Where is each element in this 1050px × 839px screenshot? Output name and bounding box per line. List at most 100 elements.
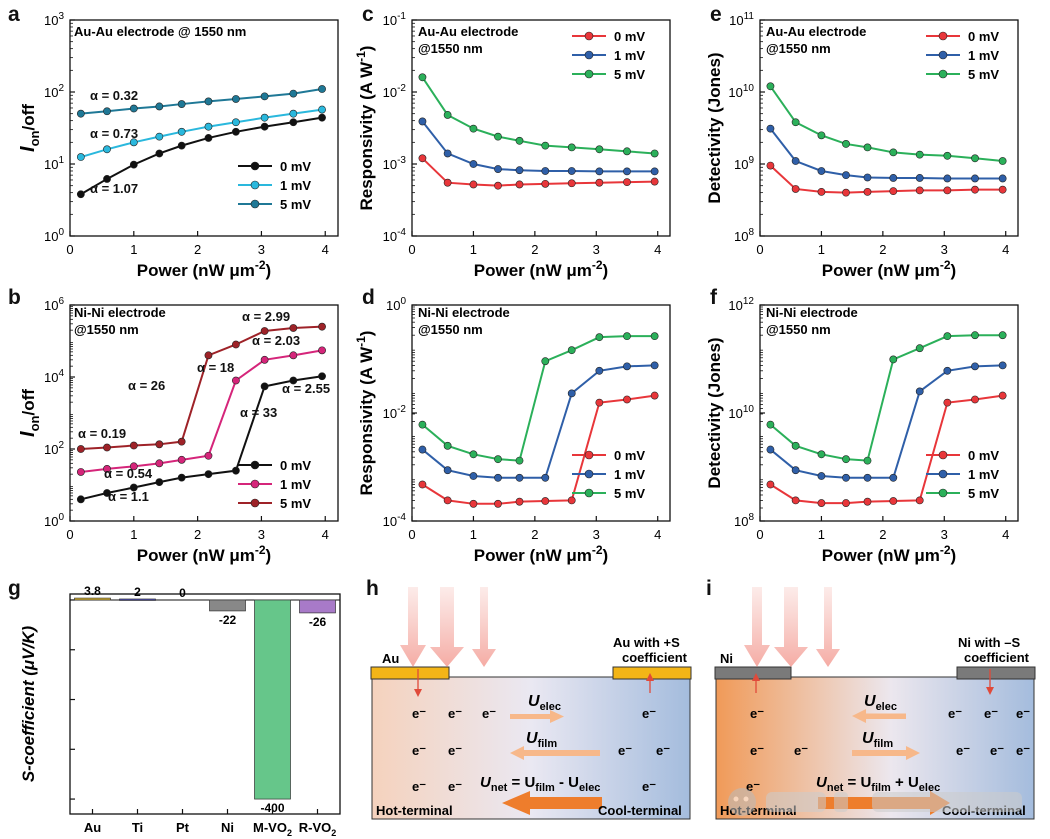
data-point <box>817 450 826 459</box>
y-label-text: Responsivity (A W <box>357 61 376 211</box>
panel-label-i: i <box>706 577 712 600</box>
y-tick-exponent: -2 <box>397 83 406 94</box>
x-axis-label: Power (nW μm-2) <box>822 543 956 565</box>
u-elec-arrow <box>510 714 550 719</box>
data-point <box>842 455 850 464</box>
data-point <box>204 351 213 360</box>
data-point <box>541 141 550 150</box>
bar-value-label: 0 <box>179 586 186 600</box>
bar <box>299 599 336 614</box>
y-tick-label: 1010 <box>728 83 754 100</box>
data-point <box>791 466 800 475</box>
data-point <box>650 167 659 176</box>
y-tick-label: 108 <box>734 227 754 244</box>
panel-label-b: b <box>8 286 21 309</box>
electron: e⁻ <box>750 706 764 721</box>
light-arrows <box>744 587 840 667</box>
x-tick-label: 4 <box>322 242 329 257</box>
x-tick-label: 4 <box>654 527 661 542</box>
data-point <box>289 376 298 385</box>
data-point <box>515 180 524 189</box>
data-point <box>155 440 164 449</box>
y-tick-label: 100 <box>386 296 406 313</box>
series-line <box>80 325 323 450</box>
y-tick-label: 10-4 <box>383 227 407 244</box>
legend-label: 1 mV <box>280 477 311 492</box>
y-axis-label: Responsivity (A W-1) <box>354 46 376 211</box>
data-point <box>177 141 186 150</box>
category-label: Ni <box>221 820 234 835</box>
data-point <box>418 73 427 82</box>
y-tick-base: 10 <box>734 229 748 244</box>
legend-swatch-marker <box>584 450 594 460</box>
x-axis-label: Power (nW μm-2) <box>137 543 271 565</box>
alpha-annotation: α = 2.99 <box>242 309 291 324</box>
legend-label: 1 mV <box>614 48 645 63</box>
data-point <box>817 187 826 196</box>
chart-title: Ni-Ni electrode <box>418 305 510 320</box>
data-point <box>595 145 604 154</box>
data-point <box>103 465 111 473</box>
data-point <box>595 333 604 342</box>
data-point <box>103 443 111 452</box>
data-point <box>289 118 298 127</box>
y-tick-base: 10 <box>44 229 58 244</box>
electron: e⁻ <box>990 743 1004 758</box>
data-point <box>595 167 604 176</box>
y-tick-label: 101 <box>44 155 64 172</box>
y-axis-label: Ion/off <box>17 104 42 152</box>
series-line <box>421 364 655 479</box>
y-label-slash: / <box>19 126 38 131</box>
alpha-annotation: α = 18 <box>197 360 235 375</box>
panel-label-a: a <box>8 3 20 26</box>
legend-label: 5 mV <box>280 496 311 511</box>
data-point <box>76 109 85 118</box>
x-tick-label: 3 <box>593 527 600 542</box>
y-tick-base: 10 <box>383 85 397 100</box>
electron: e⁻ <box>956 743 970 758</box>
y-tick-base: 10 <box>729 13 743 28</box>
y-axis-label: Responsivity (A W-1) <box>354 331 376 496</box>
data-point <box>232 127 240 136</box>
y-tick-label: 100 <box>44 512 64 529</box>
legend-swatch-marker <box>250 199 260 209</box>
data-point <box>998 391 1007 400</box>
bar-value-label: -22 <box>219 613 237 627</box>
alpha-annotation: α = 0.54 <box>104 466 153 481</box>
data-point <box>469 450 478 459</box>
x-tick-label: 0 <box>408 242 415 257</box>
data-point <box>469 160 478 168</box>
y-tick-exponent: -4 <box>397 512 406 523</box>
data-point <box>103 489 111 497</box>
electron: e⁻ <box>412 743 426 758</box>
y-tick-label: 10-1 <box>383 11 407 28</box>
x-axis-label: Power (nW μm-2) <box>474 543 608 565</box>
data-point <box>567 167 576 175</box>
data-point <box>766 124 775 133</box>
x-tick-label: 1 <box>130 242 137 257</box>
legend-swatch-marker <box>938 50 948 60</box>
plot-frame <box>69 304 339 522</box>
x-tick-label: 2 <box>194 242 201 257</box>
left-electrode <box>714 666 792 680</box>
data-point <box>971 395 979 404</box>
data-point <box>515 473 524 482</box>
data-point <box>318 105 326 114</box>
data-point <box>842 140 850 148</box>
x-axis-label-exponent: -2 <box>255 258 266 272</box>
legend-label: 5 mV <box>614 486 645 501</box>
alpha-annotation: α = 26 <box>128 378 166 393</box>
data-point <box>129 441 138 450</box>
category-subscript: 2 <box>331 828 336 838</box>
data-point <box>469 180 478 189</box>
x-axis-label-close: ) <box>266 546 272 565</box>
data-point <box>766 82 775 91</box>
legend-label: 0 mV <box>280 159 311 174</box>
alpha-annotation: α = 1.1 <box>108 489 149 504</box>
bar <box>74 597 111 601</box>
data-point <box>260 113 269 122</box>
electron: e⁻ <box>448 743 462 758</box>
left-electrode <box>370 666 450 680</box>
legend-label: 5 mV <box>968 67 999 82</box>
